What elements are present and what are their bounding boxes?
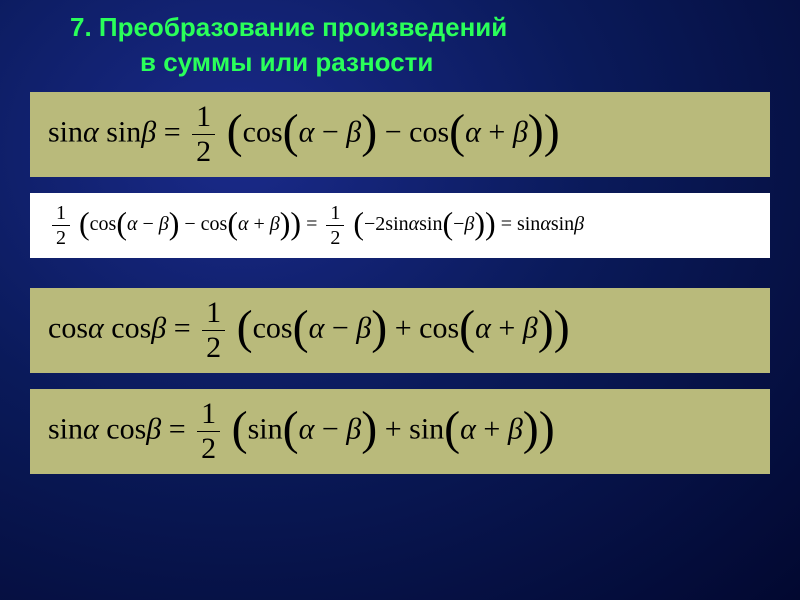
formula-cos-cos: cosα cosβ = 12 (cos(α − β) + cos(α + β)) (30, 288, 770, 373)
formula-sin-cos: sinα cosβ = 12 (sin(α − β) + sin(α + β)) (30, 389, 770, 474)
title-line1: 7. Преобразование произведений (70, 12, 507, 42)
formula-sin-sin: sinα sinβ = 12 (cos(α − β) − cos(α + β)) (30, 92, 770, 177)
formula-text: 12 (cos(α − β) − cos(α + β)) = 12 (−2sin… (48, 203, 584, 248)
formula-text: cosα cosβ = 12 (cos(α − β) + cos(α + β)) (48, 298, 570, 363)
formula-derivation: 12 (cos(α − β) − cos(α + β)) = 12 (−2sin… (30, 193, 770, 258)
title-line2: в суммы или разности (70, 47, 433, 77)
slide: 7. Преобразование произведений в суммы и… (0, 0, 800, 600)
slide-title: 7. Преобразование произведений в суммы и… (30, 10, 770, 80)
formula-text: sinα cosβ = 12 (sin(α − β) + sin(α + β)) (48, 399, 555, 464)
formula-text: sinα sinβ = 12 (cos(α − β) − cos(α + β)) (48, 102, 560, 167)
